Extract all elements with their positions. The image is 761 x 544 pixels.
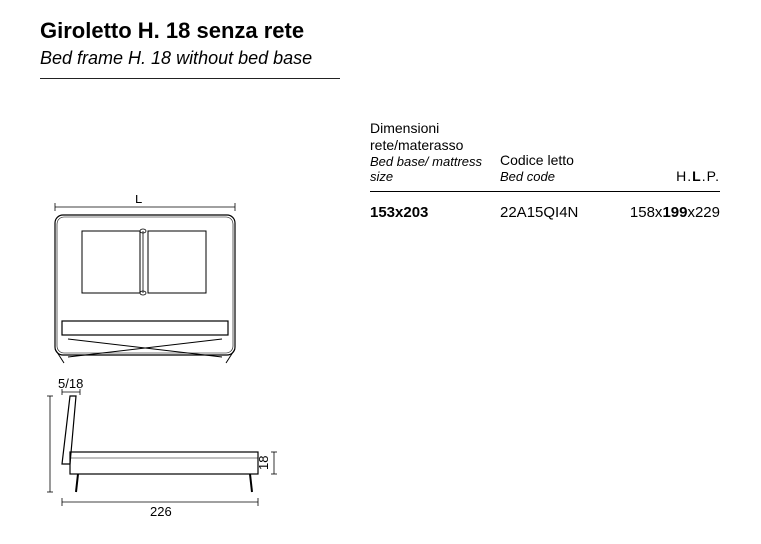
leg-back — [250, 474, 252, 492]
header-col2-it: Codice letto — [500, 152, 610, 169]
cell-code: 22A15QI4N — [500, 204, 610, 221]
table-row: 153x203 22A15QI4N 158x199x229 — [370, 192, 720, 221]
title-italian: Giroletto H. 18 senza rete — [40, 18, 304, 44]
title-divider — [40, 78, 340, 79]
label-518: 5/18 — [58, 376, 83, 391]
leg-front — [76, 474, 78, 492]
mattress-edge — [62, 321, 228, 335]
cushion-left — [82, 231, 140, 293]
label-158: 158 — [40, 424, 41, 446]
hlp-bold: 199 — [662, 204, 687, 221]
cell-size: 153x203 — [370, 204, 500, 221]
header-col1: Dimensioni rete/materasso Bed base/ matt… — [370, 120, 500, 185]
header-col1-it: Dimensioni rete/materasso — [370, 120, 500, 154]
hlp-pre: 158x — [630, 204, 663, 221]
cushion-right — [148, 231, 206, 293]
hlp-post: x229 — [687, 204, 720, 221]
label-226: 226 — [150, 504, 172, 519]
frame-body — [70, 452, 258, 474]
header-col3: H.L.P. — [610, 168, 720, 185]
title-english: Bed frame H. 18 without bed base — [40, 48, 312, 69]
label-18: 18 — [256, 456, 271, 470]
label-L: L — [135, 195, 142, 206]
diagram-svg: L 5/18 — [40, 195, 300, 525]
header-col2-en: Bed code — [500, 169, 610, 185]
header-col2: Codice letto Bed code — [500, 152, 610, 184]
side-view: 5/18 158 18 226 — [40, 376, 277, 519]
headboard — [62, 396, 76, 464]
table-header: Dimensioni rete/materasso Bed base/ matt… — [370, 120, 720, 192]
diagram-area: L 5/18 — [40, 195, 300, 525]
cell-hlp: 158x199x229 — [610, 204, 720, 221]
header-col1-en: Bed base/ mattress size — [370, 154, 500, 185]
spec-table: Dimensioni rete/materasso Bed base/ matt… — [370, 120, 720, 221]
